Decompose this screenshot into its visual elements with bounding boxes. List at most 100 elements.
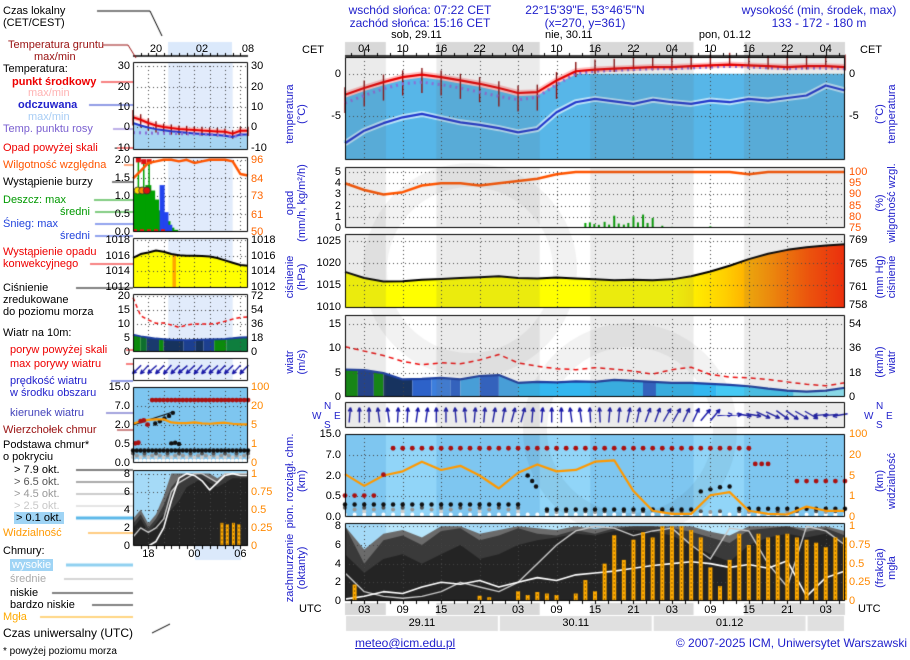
legend-okt-25: > 2.5 okt.: [14, 500, 60, 512]
axis-tick-mini-pressure-left: 1016: [105, 249, 130, 262]
legend-storm: Wystąpienie burzy: [3, 176, 93, 188]
axis-tick-mini-clouds-left: 2.0: [114, 419, 130, 431]
axis-tick-cover-right: 0: [251, 540, 258, 552]
sunrise-label: wschód słońca: 07:22 CET: [348, 3, 492, 17]
date-label: 30.11: [562, 617, 590, 629]
axis-tick-clouds-left: 2.0: [325, 469, 341, 482]
axis-tick-cover-right: 1: [251, 467, 258, 480]
axis-tick-pressure-right: 1016: [251, 249, 276, 262]
axis-tick-clouds-left: 15.0: [319, 428, 341, 440]
compass-n: N: [324, 401, 332, 412]
axis-tick-mini-temp-left: -10: [114, 141, 130, 154]
axis-tick-temp-right: 0: [849, 67, 856, 80]
legend-feels-like: odczuwana: [18, 99, 78, 111]
axis-tick-clouds-right: 5: [251, 419, 258, 431]
axis-tick-clouds-right: 20: [251, 400, 264, 412]
compass-w: W: [864, 411, 874, 422]
axis-tick-mini-temp-left: 10: [117, 101, 130, 114]
axis-tick-mini-cover-left: 6: [123, 485, 130, 498]
axis-tick-precip-right: 100: [849, 166, 868, 179]
legend-convective2: konwekcyjnego: [3, 258, 79, 270]
axis-tick-wind-left: 10: [328, 342, 341, 355]
axis-tick-precip-left: 5: [334, 166, 341, 179]
axis-tick-precip-right: 50: [251, 226, 264, 238]
compass-n: N: [876, 401, 884, 412]
axis-tick-mini-temp-left: 30: [117, 60, 130, 73]
axis-tick-mini-precip-left: 0.5: [114, 207, 130, 220]
day-name-label: sob, 29.11: [391, 29, 442, 41]
axis-tick-mini-cover-left: 0: [123, 540, 130, 552]
cet-hour-label: 04: [819, 43, 832, 55]
legend-dew-point: Temp. punktu rosy: [3, 123, 93, 135]
cet-label-left: CET: [302, 44, 324, 56]
axis-tick-temp-right: -5: [849, 109, 859, 122]
utc-hour-label: 03: [511, 604, 525, 616]
axis-tick-temp-left: 0: [334, 67, 341, 80]
legend-clouds-verylow: bardzo niskie: [10, 599, 75, 611]
axis-tick-precip-left: 0: [334, 222, 341, 234]
contact-email-link[interactable]: meteo@icm.edu.pl: [355, 636, 456, 650]
axis-tick-temp-right: 0: [251, 121, 258, 134]
axis-tick-mini-cover-left: 8: [123, 467, 130, 480]
legend-pressure2: zredukowane: [3, 294, 69, 306]
utc-hour-label: 09: [550, 604, 563, 616]
axis-tick-clouds-left: 7.0: [325, 448, 341, 461]
cet-hour-label: 16: [588, 43, 602, 55]
axis-tick-precip-left: 1: [334, 210, 341, 223]
axis-tick-cover-left: 2: [334, 576, 341, 589]
mini-cet-hour-label: 20: [149, 43, 163, 55]
legend-clouds-high: wysokie: [10, 559, 54, 571]
legend-okt-65: > 6.5 okt.: [14, 476, 60, 488]
legend-okt-79: > 7.9 okt.: [14, 464, 60, 476]
mini-cet-hour-label: 02: [195, 43, 209, 55]
grid-xy-label: (x=270, y=361): [544, 16, 626, 30]
axis-tick-wind-right: 36: [251, 318, 264, 331]
axis-tick-cover-left: 0: [334, 595, 341, 607]
axis-tick-pressure-left: 1020: [316, 257, 341, 270]
legend-wind-speed: prędkość wiatru: [10, 375, 88, 387]
compass-e: E: [334, 411, 341, 422]
legend-pressure1: Ciśnienie: [3, 282, 49, 294]
axis-tick-wind-right: 54: [849, 317, 862, 330]
axis-tick-precip-right: 61: [251, 208, 264, 221]
axis-tick-precip-right: 84: [251, 172, 264, 185]
axis-tick-precip-left: 2: [334, 199, 341, 212]
axis-tick-mini-cover-left: 4: [123, 503, 130, 516]
axis-tick-temp-right: 10: [251, 101, 264, 114]
axis-tick-mini-clouds-left: 7.0: [114, 400, 130, 412]
mini-cet-hour-label: 08: [241, 43, 255, 55]
axis-tick-wind-right: 18: [849, 366, 862, 379]
legend-pressure3: do poziomu morza: [3, 306, 94, 318]
axis-tick-mini-clouds-left: 0.0: [114, 457, 130, 469]
cet-hour-label: 04: [665, 43, 679, 55]
axis-tick-mini-wind-left: 10: [117, 318, 130, 331]
axis-tick-precip-right: 96: [251, 153, 264, 166]
axis-tick-cover-right: 0: [849, 595, 856, 607]
axis-tick-temp-right: 20: [251, 80, 264, 93]
axis-tick-cover-right: 0.25: [849, 576, 871, 589]
axis-tick-cover-right: 0.5: [251, 503, 267, 516]
legend-fog: Mgła: [3, 611, 27, 623]
axis-tick-precip-right: 73: [251, 189, 264, 202]
legend-cloud-top: Wierzchołek chmur: [3, 424, 97, 436]
axis-tick-pressure-left: 1015: [316, 279, 341, 292]
axis-fog-right: (frakcja) mgła: [874, 548, 898, 588]
axis-tick-pressure-right: 761: [849, 281, 868, 294]
axis-tick-mini-wind-left: 15: [117, 304, 130, 317]
legend-convective1: Wystąpienie opadu: [3, 246, 97, 258]
coordinates-label: 22°15'39"E, 53°46'5"N: [525, 3, 645, 17]
axis-tick-cover-right: 0.5: [849, 557, 865, 570]
axis-tick-mini-precip-left: 0.0: [114, 226, 130, 238]
legend-ground-temp: Temperatura gruntu: [8, 39, 104, 51]
axis-tick-mini-wind-left: 20: [117, 290, 130, 303]
day-name-label: nie, 30.11: [545, 29, 593, 41]
axis-tick-cover-right: 0.25: [251, 521, 273, 534]
utc-hour-label: 15: [435, 604, 448, 616]
cet-hour-label: 10: [396, 43, 409, 55]
compass-w: W: [312, 411, 322, 422]
mini-utc-hour-label: 06: [234, 548, 247, 560]
axis-tick-mini-clouds-left: 0.5: [114, 438, 130, 450]
axis-tick-precip-right: 85: [849, 199, 862, 212]
cet-hour-label: 10: [550, 43, 563, 55]
